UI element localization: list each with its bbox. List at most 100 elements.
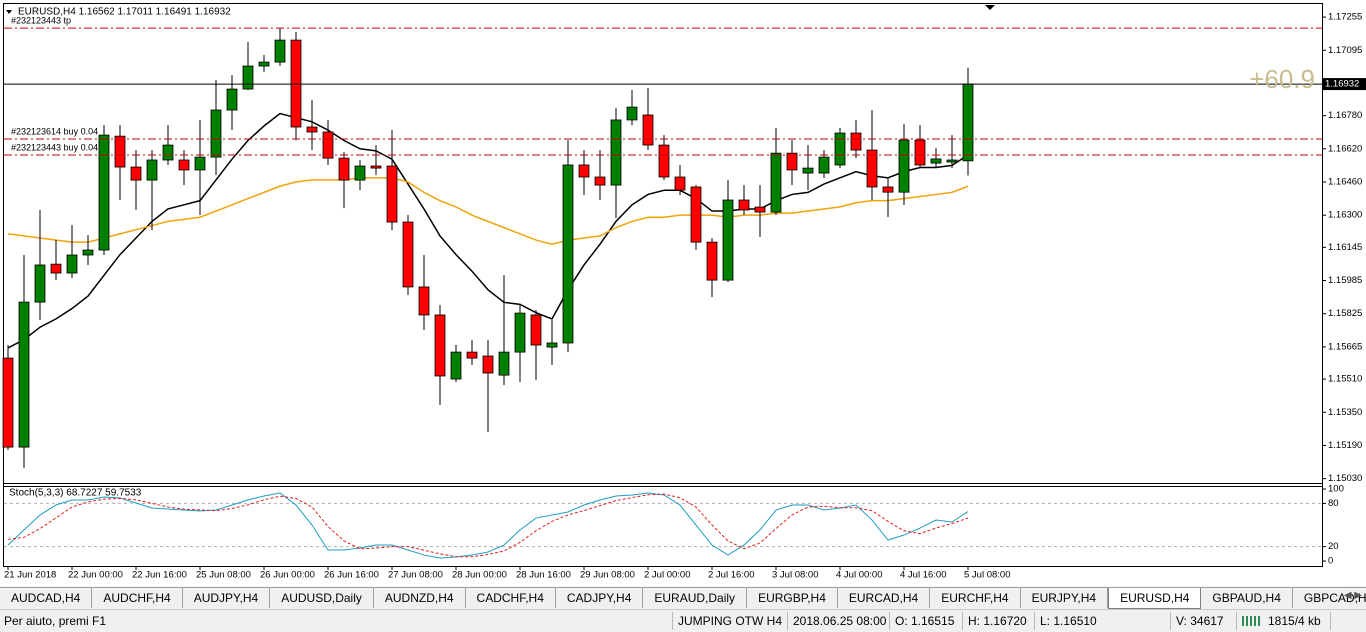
x-tick-label: 25 Jun 08:00 bbox=[196, 570, 251, 581]
candle-body bbox=[850, 132, 862, 151]
candle-body bbox=[162, 144, 174, 161]
candle-body bbox=[450, 351, 462, 380]
status-field: O: 1.16515 bbox=[895, 614, 955, 628]
candle-body bbox=[34, 264, 46, 303]
symbol-tab[interactable]: EURCHF,H4 bbox=[930, 588, 1021, 608]
current-price-label: 1.16932 bbox=[1325, 79, 1359, 90]
candle-body bbox=[402, 221, 414, 288]
candle-body bbox=[866, 149, 878, 188]
profit-label: +60.9 bbox=[1249, 64, 1315, 94]
symbol-tab[interactable]: GBPAUD,H4 bbox=[1201, 588, 1293, 608]
symbol-tab[interactable]: AUDNZD,H4 bbox=[374, 588, 466, 608]
x-tick-label: 26 Jun 16:00 bbox=[324, 570, 379, 581]
candle-body bbox=[226, 88, 238, 111]
menu-triangle[interactable] bbox=[6, 10, 12, 14]
candle-body bbox=[594, 176, 606, 186]
candle-body bbox=[530, 314, 542, 346]
x-tick-label: 26 Jun 00:00 bbox=[260, 570, 315, 581]
candle-body bbox=[946, 159, 958, 163]
candle-body bbox=[562, 164, 574, 344]
candle-body bbox=[386, 165, 398, 223]
y-tick-label: 1.15665 bbox=[1328, 341, 1362, 352]
x-tick-label: 29 Jun 08:00 bbox=[580, 570, 635, 581]
candle-body bbox=[354, 165, 366, 181]
y-tick-label: 1.17255 bbox=[1328, 12, 1362, 23]
candle-body bbox=[578, 164, 590, 178]
symbol-tab[interactable]: AUDCHF,H4 bbox=[92, 588, 183, 608]
symbol-tabs: AUDCAD,H4 AUDCHF,H4 AUDJPY,H4 AUDUSD,Daily A… bbox=[0, 587, 1366, 609]
y-tick-label: 20 bbox=[1328, 541, 1339, 552]
indicator-line bbox=[7, 493, 969, 558]
status-separator bbox=[889, 612, 890, 630]
y-tick-label: 0 bbox=[1328, 556, 1333, 567]
status-separator bbox=[1330, 612, 1331, 630]
x-tick-label: 5 Jul 08:00 bbox=[964, 570, 1010, 581]
candle-body bbox=[754, 206, 766, 213]
candle-body bbox=[898, 139, 910, 193]
order-label: #232123614 buy 0.04 bbox=[11, 126, 98, 136]
y-tick-label: 1.15190 bbox=[1328, 440, 1362, 451]
y-tick-label: 1.15825 bbox=[1328, 308, 1362, 319]
x-tick-label: 28 Jun 16:00 bbox=[516, 570, 571, 581]
candle-body bbox=[610, 119, 622, 186]
candle-body bbox=[786, 152, 798, 171]
status-field: H: 1.16720 bbox=[968, 614, 1027, 628]
status-field: V: 34617 bbox=[1176, 614, 1224, 628]
candle-body bbox=[290, 39, 302, 128]
candle-body bbox=[818, 156, 830, 174]
indicator-line bbox=[7, 492, 969, 559]
indicator-title: Stoch(5,3,3) 68.7227 59.7533 bbox=[9, 488, 142, 499]
candle-body bbox=[66, 254, 78, 274]
candle-body bbox=[306, 126, 318, 133]
candle-body bbox=[466, 351, 478, 359]
order-label: #232123443 buy 0.04 bbox=[11, 142, 98, 152]
symbol-tab[interactable]: EURUSD,H4 bbox=[1108, 588, 1202, 609]
candle-body bbox=[706, 241, 718, 281]
y-tick-label: 1.15510 bbox=[1328, 374, 1362, 385]
order-label: #232123443 tp bbox=[11, 15, 71, 25]
status-field: JUMPING OTW H4 bbox=[678, 614, 782, 628]
candle-body bbox=[338, 157, 350, 181]
chart-background bbox=[0, 0, 1366, 586]
y-tick-label: 1.17095 bbox=[1328, 45, 1362, 56]
candle-body bbox=[2, 357, 14, 448]
status-separator bbox=[672, 612, 673, 630]
symbol-tab[interactable]: EURJPY,H4 bbox=[1021, 588, 1109, 608]
indicator-line bbox=[7, 112, 969, 349]
x-tick-label: 2 Jul 16:00 bbox=[708, 570, 754, 581]
symbol-tab[interactable]: CADJPY,H4 bbox=[556, 588, 644, 608]
candle-body bbox=[658, 144, 670, 178]
status-field: Per aiuto, premi F1 bbox=[4, 614, 107, 628]
status-separator bbox=[962, 612, 963, 630]
candle-body bbox=[514, 312, 526, 353]
symbol-tab[interactable]: AUDJPY,H4 bbox=[183, 588, 271, 608]
tab-scroll[interactable]: ◀ ▶ bbox=[1343, 590, 1362, 601]
candle-body bbox=[770, 152, 782, 213]
candle-body bbox=[802, 167, 814, 174]
chart-header: EURUSD,H4 1.16562 1.17011 1.16491 1.1693… bbox=[18, 7, 231, 18]
candle-body bbox=[690, 186, 702, 243]
status-separator bbox=[787, 612, 788, 630]
symbol-tab[interactable]: EURGBP,H4 bbox=[747, 588, 838, 608]
candle-body bbox=[418, 286, 430, 316]
candle-body bbox=[178, 159, 190, 171]
candle-body bbox=[322, 131, 334, 159]
x-tick-label: 27 Jun 08:00 bbox=[388, 570, 443, 581]
symbol-tab[interactable]: CADCHF,H4 bbox=[466, 588, 556, 608]
symbol-tab[interactable]: AUDUSD,Daily bbox=[270, 588, 374, 608]
candle-body bbox=[882, 186, 894, 193]
candle-body bbox=[674, 176, 686, 191]
candle-body bbox=[130, 166, 142, 181]
symbol-tab[interactable]: AUDCAD,H4 bbox=[0, 588, 93, 608]
x-tick-label: 4 Jul 16:00 bbox=[900, 570, 946, 581]
symbol-tab[interactable]: EURAUD,Daily bbox=[643, 588, 748, 608]
shift-marker[interactable] bbox=[985, 5, 995, 10]
symbol-tab[interactable]: GBPCAD,H4 bbox=[1293, 588, 1366, 608]
candle-body bbox=[242, 65, 254, 90]
status-field: 1815/4 kb bbox=[1268, 614, 1321, 628]
symbol-tab[interactable]: EURCAD,H4 bbox=[838, 588, 931, 608]
candle-body bbox=[50, 263, 62, 274]
candle-body bbox=[274, 39, 286, 63]
candle-body bbox=[498, 351, 510, 376]
